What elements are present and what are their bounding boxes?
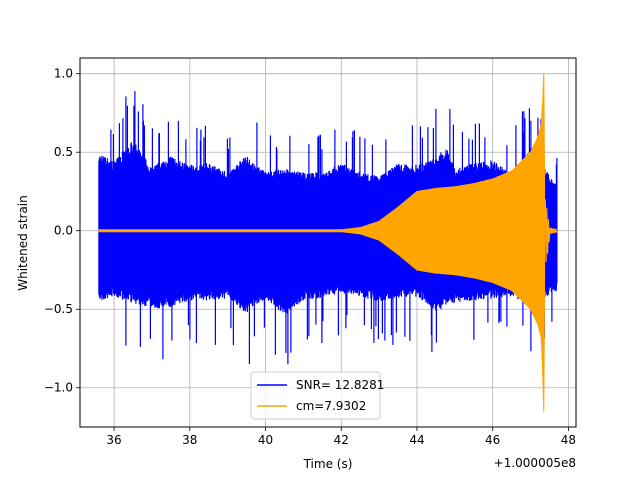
y-tick-label: 1.0 (54, 67, 73, 81)
y-tick-label: 0.0 (54, 224, 73, 238)
y-ticks: −1.0 −0.5 0.0 0.5 1.0 (44, 67, 80, 395)
series-cm-ringdown (544, 199, 558, 263)
x-tick-label: 36 (106, 433, 121, 447)
x-ticks: 36 38 40 42 44 46 48 (106, 427, 576, 447)
x-axis-label: Time (s) (303, 457, 353, 471)
series-cm (98, 73, 558, 412)
x-tick-label: 40 (258, 433, 273, 447)
x-offset-label: +1.000005e8 (494, 456, 576, 470)
x-tick-label: 48 (561, 433, 576, 447)
x-tick-label: 38 (182, 433, 197, 447)
x-tick-label: 46 (485, 433, 500, 447)
x-tick-label: 44 (409, 433, 424, 447)
y-tick-label: −1.0 (44, 381, 73, 395)
y-axis-label: Whitened strain (16, 195, 30, 291)
y-tick-label: −0.5 (44, 302, 73, 316)
y-tick-label: 0.5 (54, 145, 73, 159)
legend: SNR= 12.8281 cm=7.9302 (250, 371, 384, 420)
x-tick-label: 42 (334, 433, 349, 447)
legend-label-cm: cm=7.9302 (296, 399, 366, 413)
legend-box (250, 371, 381, 420)
legend-label-snr: SNR= 12.8281 (296, 378, 384, 392)
axes-frame (79, 57, 577, 428)
